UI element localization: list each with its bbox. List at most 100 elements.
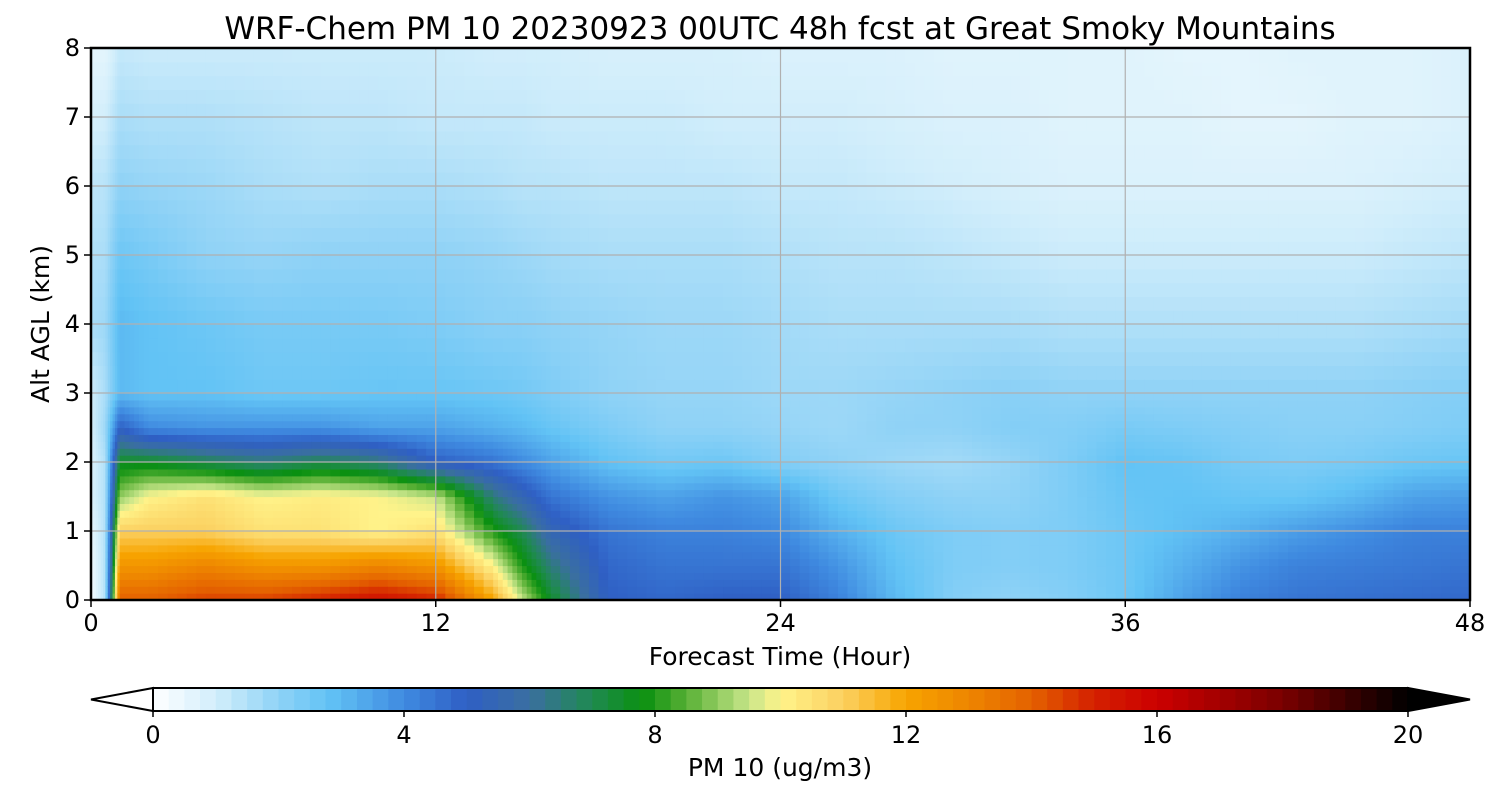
heatmap-cell <box>311 593 322 600</box>
heatmap-cell <box>435 117 446 132</box>
heatmap-cell <box>167 255 178 270</box>
heatmap-cell <box>205 89 217 104</box>
heatmap-cell <box>627 199 638 215</box>
heatmap-cell <box>723 551 734 560</box>
heatmap-cell <box>349 186 360 201</box>
heatmap-cell <box>397 503 408 511</box>
heatmap-cell <box>598 406 609 415</box>
heatmap-cell <box>93 117 97 132</box>
heatmap-cell <box>301 489 312 498</box>
heatmap-cell <box>560 593 571 600</box>
heatmap-cell <box>148 310 159 325</box>
heatmap-cell <box>148 544 159 553</box>
heatmap-cell <box>445 296 456 311</box>
heatmap-cell <box>378 324 389 339</box>
heatmap-cell <box>107 379 111 394</box>
heatmap-cell <box>301 213 312 228</box>
heatmap-cell <box>339 213 351 228</box>
heatmap-cell <box>684 510 695 518</box>
heatmap-cell <box>723 296 734 311</box>
heatmap-cell <box>694 448 705 456</box>
heatmap-cell <box>569 517 580 525</box>
heatmap-cell <box>521 558 528 567</box>
heatmap-cell <box>119 420 126 429</box>
heatmap-cell <box>665 379 676 394</box>
heatmap-cell <box>588 199 600 215</box>
heatmap-cell <box>117 420 121 429</box>
heatmap-cell <box>143 75 150 90</box>
heatmap-cell <box>359 310 370 325</box>
heatmap-cell <box>579 558 590 567</box>
heatmap-cell <box>588 255 600 270</box>
heatmap-cell <box>158 48 169 63</box>
heatmap-cell <box>215 130 226 146</box>
heatmap-cell <box>167 468 178 477</box>
heatmap-cell <box>541 441 547 449</box>
heatmap-cell <box>91 406 94 415</box>
heatmap-cell <box>282 399 293 408</box>
heatmap-cell <box>636 462 648 470</box>
heatmap-cell <box>416 75 427 90</box>
heatmap-cell <box>129 186 135 201</box>
heatmap-cell <box>253 558 264 567</box>
heatmap-cell <box>732 48 743 63</box>
heatmap-cell <box>186 337 197 353</box>
heatmap-cell <box>426 282 437 297</box>
heatmap-cell <box>95 268 99 284</box>
heatmap-cell <box>598 282 609 297</box>
heatmap-cell <box>761 551 772 560</box>
heatmap-cell <box>292 296 303 311</box>
heatmap-cell <box>282 199 293 215</box>
heatmap-cell <box>124 213 130 228</box>
heatmap-cell <box>435 413 446 422</box>
heatmap-cell <box>445 89 456 104</box>
heatmap-cell <box>158 61 169 77</box>
heatmap-cell <box>675 558 686 567</box>
heatmap-cell <box>134 524 140 532</box>
heatmap-cell <box>158 393 169 401</box>
heatmap-cell <box>770 48 782 63</box>
heatmap-cell <box>416 482 427 491</box>
heatmap-cell <box>588 103 600 118</box>
heatmap-cell <box>158 227 169 242</box>
heatmap-cell <box>349 468 360 477</box>
heatmap-cell <box>397 482 408 491</box>
heatmap-cell <box>407 475 418 484</box>
heatmap-cell <box>119 351 126 366</box>
heatmap-cell <box>713 89 724 104</box>
heatmap-cell <box>167 268 178 284</box>
heatmap-cell <box>93 296 97 311</box>
heatmap-cell <box>445 310 456 325</box>
heatmap-cell <box>809 593 820 600</box>
heatmap-cell <box>627 482 638 491</box>
heatmap-cell <box>167 455 178 463</box>
heatmap-cell <box>703 496 715 504</box>
heatmap-cell <box>483 413 494 422</box>
heatmap-cell <box>330 503 341 511</box>
heatmap-cell <box>91 468 94 477</box>
heatmap-cell <box>167 510 178 518</box>
heatmap-cell <box>636 310 648 325</box>
heatmap-cell <box>507 482 513 491</box>
heatmap-cell <box>780 565 791 573</box>
heatmap-cell <box>378 61 389 77</box>
heatmap-cell <box>545 510 552 518</box>
heatmap-cell <box>713 420 724 429</box>
heatmap-cell <box>112 310 116 325</box>
heatmap-cell <box>138 103 145 118</box>
heatmap-cell <box>713 255 724 270</box>
heatmap-cell <box>617 462 628 470</box>
heatmap-cell <box>464 489 475 498</box>
heatmap-cell <box>445 75 456 90</box>
heatmap-cell <box>416 496 427 504</box>
heatmap-cell <box>105 130 109 146</box>
heatmap-cell <box>330 186 341 201</box>
heatmap-cell <box>167 517 178 525</box>
heatmap-cell <box>550 565 561 573</box>
heatmap-cell <box>129 130 135 146</box>
heatmap-cell <box>493 48 499 63</box>
heatmap-cell <box>186 158 197 173</box>
heatmap-cell <box>636 593 648 600</box>
heatmap-cell <box>91 531 94 539</box>
heatmap-cell <box>143 572 150 580</box>
